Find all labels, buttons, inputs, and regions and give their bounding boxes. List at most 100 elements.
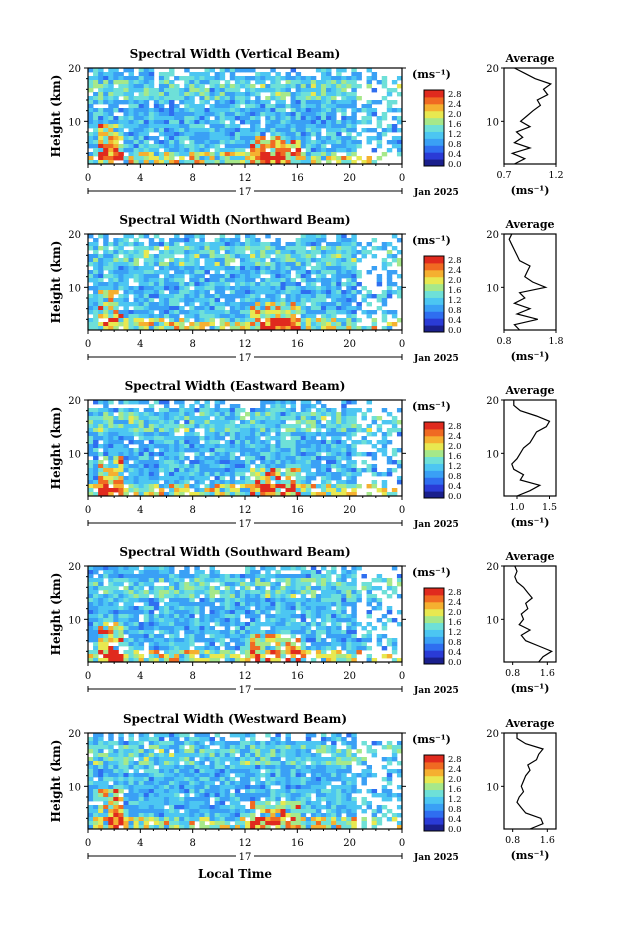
heatmap-cell [118,488,124,493]
heatmap-cell [184,642,190,647]
heatmap-cell [148,80,155,85]
heatmap-cell [88,278,94,283]
heatmap-cell [346,294,352,299]
heatmap-cell [239,638,246,643]
heatmap-cell [184,484,190,489]
heatmap-cell [265,492,271,497]
heatmap-cell [189,128,195,133]
heatmap-cell [113,136,119,141]
heatmap-cell [153,274,160,279]
heatmap-cell [169,262,175,267]
heatmap-cell [219,266,226,271]
heatmap-cell [199,156,205,161]
heatmap-cell [153,112,160,117]
heatmap-cell [229,416,236,421]
heatmap-cell [143,578,150,583]
heatmap-cell [386,88,393,93]
heatmap-cell [391,590,398,595]
heatmap-cell [280,318,286,323]
heatmap-cell [93,108,99,113]
heatmap-cell [229,610,236,615]
heatmap-cell [123,606,129,611]
heatmap-cell [158,610,165,615]
heatmap-cell [315,440,322,445]
heatmap-cell [204,306,210,311]
heatmap-cell [209,638,216,643]
heatmap-cell [189,298,195,303]
heatmap-cell [331,262,337,267]
heatmap-cell [143,456,150,461]
heatmap-cell [214,242,221,247]
heatmap-cell [234,152,241,157]
heatmap-cell [143,420,150,425]
heatmap-cell [280,578,286,583]
heatmap-cell [98,472,104,477]
heatmap-cell [108,314,114,319]
heatmap-cell [300,96,307,101]
heatmap-cell [224,646,231,651]
heatmap-cell [295,322,302,327]
heatmap-cell [265,116,271,121]
heatmap-cell [194,80,200,85]
heatmap-cell [346,282,352,287]
heatmap-cell [250,424,256,429]
heatmap-cell [98,234,104,239]
heatmap-cell [260,428,266,433]
heatmap-cell [310,460,317,465]
heatmap-cell [290,156,297,161]
heatmap-cell [229,68,236,73]
heatmap-cell [118,238,124,243]
heatmap-cell [209,112,216,117]
heatmap-cell [300,488,307,493]
heatmap-cell [300,566,307,571]
heatmap-cell [148,88,155,93]
heatmap-cell [295,238,302,243]
heatmap-cell [143,294,150,299]
heatmap-cell [310,630,317,635]
heatmap-cell [386,310,393,315]
heatmap-cell [315,492,322,497]
heatmap-cell [290,590,297,595]
heatmap-cell [381,436,388,441]
heatmap-cell [351,424,357,429]
heatmap-cell [346,144,352,149]
heatmap-cell [103,598,109,603]
heatmap-cell [179,618,185,623]
heatmap-cell [320,266,327,271]
heatmap-cell [138,420,145,425]
heatmap-cell [148,156,155,161]
heatmap-cell [138,100,145,105]
heatmap-cell [174,318,180,323]
heatmap-cell [239,96,246,101]
heatmap-cell [320,116,327,121]
heatmap-cell [331,302,337,307]
heatmap-cell [158,416,165,421]
heatmap-cell [143,610,150,615]
heatmap-cell [179,278,185,283]
heatmap-cell [98,574,104,579]
heatmap-cell [98,322,104,327]
y-axis-label: Height (km) [49,241,63,324]
heatmap-cell [255,452,261,457]
heatmap-cell [260,444,266,449]
heatmap-cell [98,136,104,141]
x-tick-label: 0 [399,505,405,516]
heatmap-cell [270,282,276,287]
heatmap-cell [300,610,307,615]
heatmap-cell [320,108,327,113]
heatmap-cell [305,108,312,113]
heatmap-cell [239,480,246,485]
heatmap-cell [239,310,246,315]
heatmap-cell [351,638,357,643]
heatmap-cell [143,614,150,619]
heatmap-cell [371,160,378,165]
heatmap-cell [103,140,109,145]
colorbar-swatch [424,269,444,278]
heatmap-cell [346,96,352,101]
heatmap-cell [199,104,205,109]
heatmap-cell [169,298,175,303]
heatmap-cell [285,598,291,603]
heatmap-cell [255,246,261,251]
heatmap-cell [315,416,322,421]
heatmap-cell [250,242,256,247]
